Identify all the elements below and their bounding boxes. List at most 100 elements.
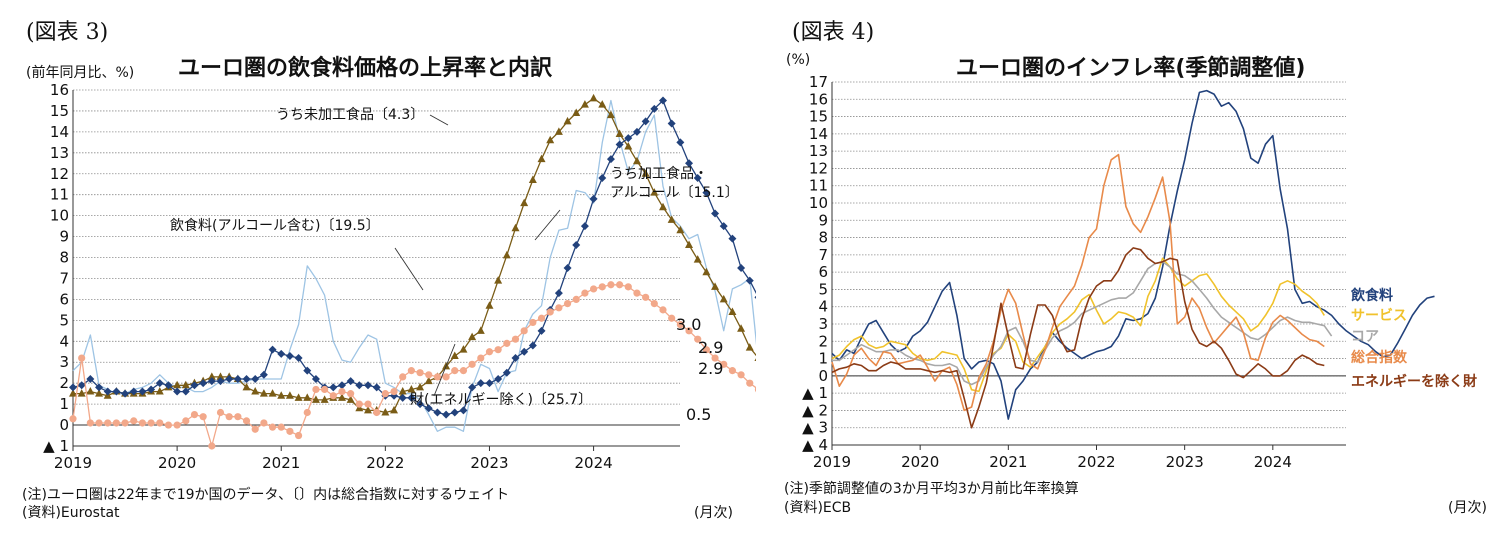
- y-tick-label: 8: [59, 249, 69, 267]
- data-point: [138, 387, 147, 396]
- x-tick-label: 2022: [366, 454, 404, 472]
- data-point: [311, 374, 320, 383]
- y-tick-label: 4: [818, 298, 828, 316]
- data-point: [520, 347, 529, 356]
- data-point: [442, 410, 451, 419]
- data-point: [450, 351, 459, 359]
- figure-label: (図表 3): [26, 20, 109, 45]
- data-point: [69, 415, 77, 423]
- data-point: [606, 155, 615, 164]
- x-tick-label: 2024: [574, 454, 612, 472]
- data-point: [502, 368, 511, 377]
- data-point: [624, 283, 632, 291]
- data-point: [121, 419, 129, 427]
- x-tick-label: 2019: [813, 453, 851, 471]
- data-point: [242, 382, 251, 391]
- data-point: [485, 379, 494, 388]
- end-value-label: コア: [1351, 329, 1379, 345]
- data-point: [155, 379, 164, 388]
- data-point: [121, 389, 130, 398]
- series-3: [831, 153, 1325, 412]
- data-point: [528, 175, 537, 184]
- data-point: [69, 383, 77, 392]
- data-point: [442, 373, 450, 381]
- data-point: [407, 367, 415, 375]
- data-point: [190, 381, 199, 390]
- data-point: [711, 209, 720, 218]
- chart-note: (注)季節調整値の3か月平均3か月前比年率換算: [784, 481, 1079, 497]
- data-point: [563, 264, 572, 272]
- data-point: [259, 389, 268, 397]
- data-point: [347, 390, 355, 398]
- data-point: [555, 304, 563, 312]
- y-tick-label: 16: [50, 81, 69, 99]
- data-point: [355, 381, 364, 390]
- data-point: [528, 341, 537, 350]
- y-tick-label: 12: [809, 159, 828, 177]
- data-point: [616, 281, 624, 289]
- data-point: [207, 377, 216, 386]
- data-point: [746, 379, 754, 387]
- data-point: [86, 374, 95, 383]
- data-point: [511, 335, 520, 343]
- data-point: [77, 389, 86, 397]
- data-point: [598, 283, 606, 291]
- data-point: [86, 419, 94, 427]
- data-point: [372, 383, 381, 392]
- data-point: [468, 383, 477, 392]
- data-point: [234, 413, 242, 421]
- data-point: [719, 294, 728, 303]
- data-point: [745, 276, 754, 285]
- data-point: [416, 400, 425, 409]
- data-point: [285, 391, 294, 399]
- data-point: [537, 326, 546, 335]
- data-point: [129, 387, 138, 396]
- y-axis-label: (前年同月比、%): [26, 65, 135, 81]
- data-point: [103, 387, 112, 396]
- y-tick-label: 2: [59, 374, 69, 392]
- chart-title: ユーロ圏のインフレ率(季節調整値): [956, 56, 1306, 81]
- chart-source: (資料)ECB: [784, 500, 852, 516]
- data-point: [589, 93, 598, 102]
- data-point: [164, 421, 173, 429]
- series-3: [69, 281, 756, 450]
- data-point: [546, 308, 554, 316]
- x-axis-unit: (月次): [694, 505, 733, 521]
- data-point: [580, 100, 589, 108]
- end-value-label: 0.5: [686, 405, 711, 424]
- data-point: [424, 376, 433, 385]
- data-point: [321, 385, 329, 394]
- y-tick-label: 2: [818, 332, 828, 350]
- y-tick-label: 1: [59, 395, 69, 413]
- data-point: [650, 188, 659, 196]
- data-point: [311, 395, 320, 403]
- data-point: [112, 419, 120, 427]
- x-tick-label: 2023: [1166, 453, 1204, 471]
- data-point: [720, 360, 728, 368]
- y-tick-label: 7: [818, 246, 828, 264]
- data-point: [390, 405, 399, 414]
- data-point: [86, 387, 95, 395]
- data-point: [173, 421, 181, 429]
- data-point: [554, 289, 563, 298]
- x-axis-unit: (月次): [1448, 500, 1487, 516]
- data-point: [207, 372, 216, 380]
- data-point: [69, 389, 77, 397]
- x-tick-label: 2020: [901, 453, 939, 471]
- data-point: [554, 127, 563, 135]
- y-tick-label: 17: [809, 73, 828, 91]
- x-tick-label: 2021: [989, 453, 1027, 471]
- data-point: [337, 381, 346, 390]
- data-point: [294, 393, 303, 401]
- data-point: [294, 354, 303, 363]
- data-point: [719, 222, 728, 231]
- data-point: [173, 380, 182, 389]
- data-point: [225, 374, 234, 383]
- data-point: [424, 404, 433, 413]
- data-point: [659, 306, 667, 314]
- data-point: [459, 406, 468, 415]
- series-line: [72, 284, 756, 447]
- y-tick-label: 1: [818, 350, 828, 368]
- data-point: [676, 138, 685, 147]
- x-tick-label: 2024: [1254, 453, 1292, 471]
